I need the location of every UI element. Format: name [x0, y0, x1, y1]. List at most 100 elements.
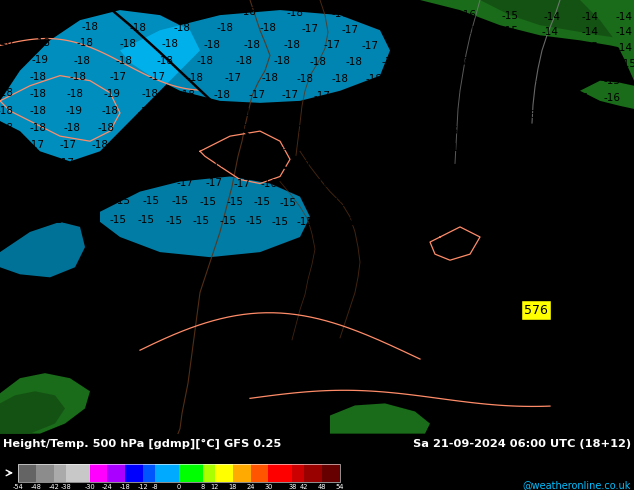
Text: 576: 576	[524, 304, 548, 317]
Text: -15: -15	[193, 216, 209, 226]
Text: -18: -18	[131, 123, 148, 133]
Text: -16: -16	[325, 125, 342, 135]
Text: -16: -16	[498, 126, 515, 136]
Text: -18: -18	[0, 20, 13, 30]
Text: -17: -17	[165, 124, 183, 134]
Text: -16: -16	[569, 75, 586, 86]
Text: -18: -18	[74, 55, 91, 66]
Bar	[18, 464, 36, 482]
Text: -18: -18	[179, 90, 195, 100]
Text: -16: -16	[261, 178, 278, 189]
Text: -16: -16	[0, 176, 13, 187]
Text: -16: -16	[313, 178, 330, 189]
Text: -18: -18	[287, 8, 304, 18]
Text: -16: -16	[536, 75, 552, 86]
Text: -17: -17	[503, 162, 521, 172]
Text: -19: -19	[103, 89, 120, 99]
Text: -19: -19	[0, 53, 13, 64]
Text: -54: -54	[13, 484, 23, 490]
Text: -17: -17	[529, 162, 545, 172]
Text: -17: -17	[233, 178, 250, 189]
Text: 18: 18	[228, 484, 237, 490]
Text: -17: -17	[382, 56, 399, 67]
Text: -17: -17	[0, 140, 13, 150]
Text: -17: -17	[377, 9, 394, 19]
Text: -15: -15	[370, 218, 387, 228]
Text: -16: -16	[384, 125, 401, 135]
Text: -17: -17	[231, 124, 249, 134]
Text: -17: -17	[273, 108, 290, 118]
Text: -16: -16	[429, 109, 446, 119]
Text: -17: -17	[219, 141, 236, 151]
Text: -17: -17	[417, 56, 434, 67]
Text: -17: -17	[250, 142, 266, 152]
Bar	[107, 464, 126, 482]
Text: -15: -15	[592, 58, 609, 69]
Text: -18: -18	[243, 40, 261, 50]
Bar	[233, 464, 250, 482]
Text: -15: -15	[427, 199, 444, 209]
Text: -24: -24	[102, 484, 113, 490]
Bar	[203, 464, 215, 482]
Text: -16: -16	[337, 142, 354, 152]
Text: -16: -16	[401, 161, 418, 172]
Text: -12: -12	[138, 484, 148, 490]
Text: -17: -17	[58, 158, 75, 169]
Text: -14: -14	[616, 12, 633, 22]
Text: -18: -18	[240, 7, 257, 17]
Text: -15: -15	[417, 218, 434, 228]
Text: -18: -18	[150, 159, 167, 170]
Text: -17: -17	[434, 74, 451, 85]
Text: @weatheronline.co.uk: @weatheronline.co.uk	[522, 480, 631, 490]
Text: -18: -18	[179, 159, 197, 170]
Bar	[268, 464, 292, 482]
Text: -17: -17	[479, 162, 496, 172]
Text: -18: -18	[157, 55, 174, 66]
Text: -15: -15	[474, 199, 491, 209]
Text: -18: -18	[139, 4, 157, 14]
Text: -17: -17	[264, 124, 280, 134]
Text: -16: -16	[501, 74, 519, 85]
Text: -17: -17	[176, 177, 193, 188]
Text: -15: -15	[339, 179, 356, 190]
Text: -17: -17	[280, 142, 297, 152]
Text: -16: -16	[604, 93, 621, 103]
Text: -16: -16	[422, 26, 439, 36]
Text: 24: 24	[246, 484, 255, 490]
Text: 0: 0	[177, 484, 181, 490]
Text: -16: -16	[583, 127, 600, 137]
Bar	[66, 464, 89, 482]
Text: -17: -17	[41, 3, 58, 13]
Text: -17: -17	[553, 162, 571, 172]
Text: +18: +18	[377, 91, 399, 101]
Text: 48: 48	[318, 484, 327, 490]
Text: -16: -16	[609, 110, 626, 120]
Text: -15: -15	[297, 217, 313, 227]
Text: -16: -16	[287, 178, 304, 189]
Bar	[322, 464, 340, 482]
Text: -15: -15	[110, 215, 127, 225]
Text: -17: -17	[295, 160, 311, 171]
Text: -16: -16	[394, 143, 410, 153]
Text: -18: -18	[89, 158, 105, 169]
Text: -17: -17	[238, 159, 256, 170]
Text: -18: -18	[138, 107, 155, 117]
Text: -16: -16	[448, 143, 465, 153]
Text: -16: -16	[422, 143, 439, 153]
Text: -17: -17	[207, 107, 224, 117]
Bar	[250, 464, 268, 482]
Text: -17: -17	[306, 108, 323, 118]
Text: -16: -16	[25, 176, 42, 187]
Text: -17: -17	[27, 140, 44, 150]
Text: -17: -17	[224, 73, 242, 83]
Text: -30: -30	[84, 484, 95, 490]
Text: -18: -18	[115, 55, 133, 66]
Text: -18: -18	[162, 39, 179, 49]
Text: -14: -14	[462, 180, 479, 191]
Text: -18: -18	[30, 123, 46, 133]
Bar	[36, 464, 54, 482]
Polygon shape	[420, 0, 634, 50]
Text: -17: -17	[249, 90, 266, 100]
Text: -16: -16	[540, 92, 557, 102]
Text: -18: -18	[297, 74, 313, 84]
